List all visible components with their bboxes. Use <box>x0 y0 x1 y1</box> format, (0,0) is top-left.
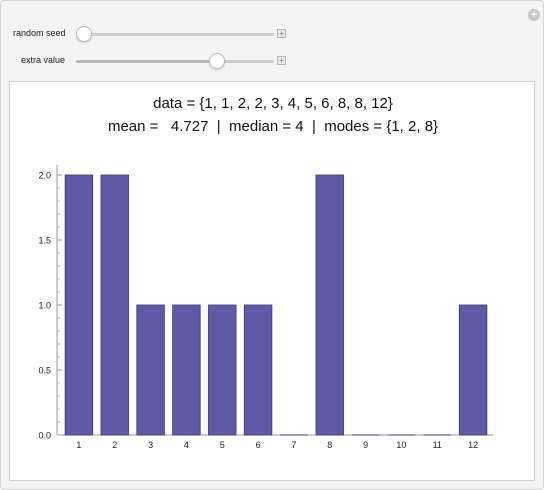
bar <box>172 304 201 436</box>
output-pane: data = {1, 1, 2, 2, 3, 4, 5, 6, 8, 8, 12… <box>9 81 535 481</box>
x-tick-label: 8 <box>327 440 332 450</box>
extra-value-slider-fill <box>76 60 217 63</box>
random-seed-control: random seed + <box>1 24 544 44</box>
random-seed-slider-track[interactable] <box>76 33 274 36</box>
x-tick-label: 2 <box>112 440 117 450</box>
random-seed-label: random seed <box>13 28 66 38</box>
x-tick-label: 5 <box>220 440 225 450</box>
extra-value-control: extra value + <box>1 51 544 71</box>
y-tick-label: 2.0 <box>38 171 51 181</box>
extra-value-expand-plus-icon[interactable]: + <box>277 56 286 65</box>
extra-value-slider-thumb[interactable] <box>208 53 225 69</box>
x-tick-label: 6 <box>256 440 261 450</box>
bar <box>208 304 237 436</box>
bar-chart: 0.00.51.01.52.01 2 3 4 5 6 7 8 9 10 11 12 <box>38 165 493 450</box>
data-list-text: data = {1, 1, 2, 2, 3, 4, 5, 6, 8, 8, 12… <box>153 95 393 112</box>
y-tick-label: 1.0 <box>38 301 51 311</box>
x-tick-label: 11 <box>433 440 442 450</box>
bar <box>243 304 273 436</box>
bar <box>100 174 129 436</box>
x-tick-label: 12 <box>468 440 478 450</box>
x-tick-label: 7 <box>291 440 296 450</box>
random-seed-expand-plus-icon[interactable]: + <box>277 29 286 38</box>
x-tick-label: 4 <box>184 440 189 450</box>
x-tick-label: 1 <box>76 440 81 450</box>
bar <box>458 304 488 436</box>
y-tick-label: 1.5 <box>38 236 51 246</box>
x-tick-label: 3 <box>148 440 153 450</box>
y-tick-label: 0.0 <box>38 431 51 441</box>
bar <box>64 174 94 436</box>
x-tick-label: 9 <box>363 440 368 450</box>
panel-options-plus-icon[interactable]: + <box>528 9 540 21</box>
x-tick-label: 10 <box>396 440 406 450</box>
extra-value-label: extra value <box>21 55 66 65</box>
random-seed-slider-thumb[interactable] <box>75 26 92 42</box>
bar <box>136 304 165 436</box>
statistics-text: mean = 4.727 | median = 4 | modes = {1, … <box>107 118 439 135</box>
bar <box>315 174 344 436</box>
y-tick-label: 0.5 <box>38 366 51 376</box>
